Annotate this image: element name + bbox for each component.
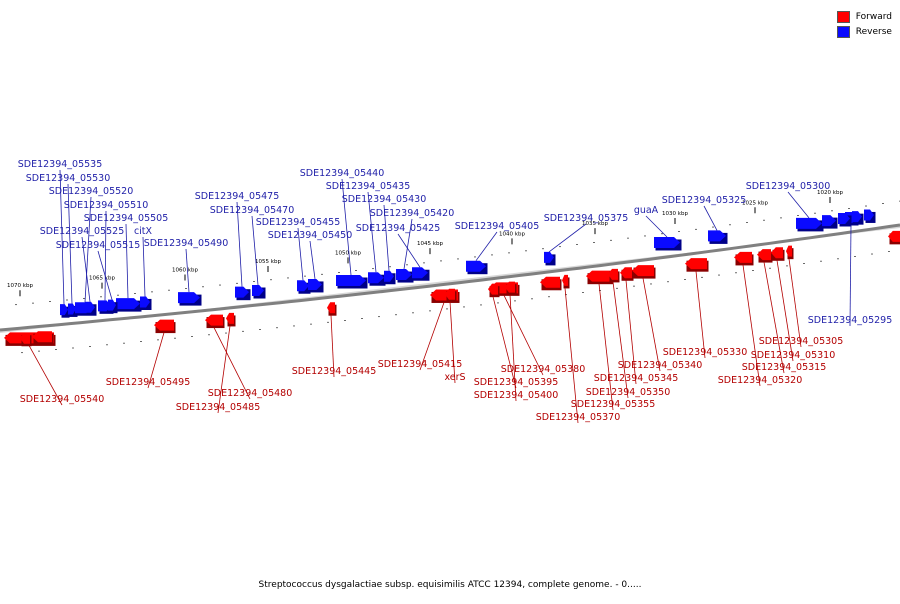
gene-label-leader	[788, 192, 809, 218]
reverse-gene-SDE12394_05440	[336, 275, 366, 286]
gene-label-leader	[646, 216, 667, 237]
reverse-gene-label: SDE12394_05420	[370, 208, 455, 219]
forward-gene-label: SDE12394_05540	[20, 394, 105, 405]
reverse-gene-label: SDE12394_05435	[326, 181, 411, 192]
forward-gene-label: xerS	[444, 372, 465, 383]
gene-label-leader	[789, 259, 801, 347]
reverse-gene-label: SDE12394_05455	[256, 217, 341, 228]
reverse-gene-label: SDE12394_05295	[808, 315, 893, 326]
forward-gene-label: SDE12394_05350	[586, 387, 671, 398]
gene-label-leader	[310, 241, 315, 279]
scale-tick-label: 1055 kbp	[255, 259, 281, 265]
gene-label-leader	[696, 271, 705, 358]
reverse-gene-label: SDE12394_05490	[144, 238, 229, 249]
forward-gene-SDE12394_05305	[786, 246, 792, 257]
reverse-gene-label: citX	[134, 226, 153, 237]
forward-gene-label: SDE12394_05355	[571, 399, 656, 410]
reverse-gene-label: SDE12394_05530	[26, 173, 111, 184]
reverse-gene-label: SDE12394_05405	[455, 221, 540, 232]
forward-gene-label: SDE12394_05445	[292, 366, 377, 377]
genome-caption: Streptococcus dysgalactiae subsp. equisi…	[0, 580, 900, 590]
forward-gene-label: SDE12394_05345	[594, 373, 679, 384]
scale-tick-label: 1050 kbp	[335, 250, 361, 256]
reverse-gene-label: SDE12394_05440	[300, 168, 385, 179]
reverse-gene-label: SDE12394_05325	[662, 195, 747, 206]
gene-label-leader	[850, 225, 851, 326]
reverse-gene-label: SDE12394_05450	[268, 230, 353, 241]
forward-gene-label: SDE12394_05495	[106, 377, 191, 388]
forward-gene-label: SDE12394_05340	[618, 360, 703, 371]
forward-gene-SDE12394_05485	[226, 313, 234, 324]
gene-label-leader	[105, 211, 106, 300]
forward-gene-label: SDE12394_05395	[474, 377, 559, 388]
scale-tick-label: 1070 kbp	[7, 283, 33, 289]
gene-label-leader	[450, 302, 455, 383]
gene-label-leader	[476, 232, 497, 261]
forward-gene-label: SDE12394_05320	[718, 375, 803, 386]
reverse-gene-label: SDE12394_05475	[195, 191, 280, 202]
reverse-gene-label: SDE12394_05525	[40, 226, 125, 237]
gene-label-leader	[549, 224, 586, 252]
forward-gene-label: SDE12394_05305	[759, 336, 844, 347]
reverse-gene-label: SDE12394_05300	[746, 181, 831, 192]
legend-forward-label: Forward	[856, 12, 892, 22]
gene-label-leader	[126, 224, 128, 298]
scale-tick-label: 1030 kbp	[662, 211, 688, 217]
legend-forward: Forward	[837, 9, 892, 24]
legend-reverse-label: Reverse	[856, 27, 892, 37]
forward-gene-SDE12394_05445	[327, 302, 335, 313]
gene-label-leader	[704, 206, 717, 230]
reverse-gene-label: SDE12394_05430	[342, 194, 427, 205]
reverse-gene-label: SDE12394_05375	[544, 213, 629, 224]
gene-label-leader	[643, 278, 660, 371]
forward-gene-label: SDE12394_05310	[751, 350, 836, 361]
reverse-gene-label: SDE12394_05510	[64, 200, 149, 211]
forward-gene-SDE12394_05370	[562, 275, 568, 286]
reverse-gene-label: guaA	[634, 205, 659, 216]
reverse-swatch	[837, 26, 850, 38]
reverse-gene-label: SDE12394_05535	[18, 159, 103, 170]
scale-tick-label: 1060 kbp	[172, 267, 198, 273]
forward-gene-label: SDE12394_05315	[742, 362, 827, 373]
forward-gene-label: SDE12394_05400	[474, 390, 559, 401]
forward-gene-label: SDE12394_05415	[378, 359, 463, 370]
reverse-gene-label: SDE12394_05425	[356, 223, 441, 234]
forward-gene-label: SDE12394_05485	[176, 402, 261, 413]
forward-gene-label: SDE12394_05370	[536, 412, 621, 423]
reverse-gene-label: SDE12394_05520	[49, 186, 134, 197]
legend-reverse: Reverse	[837, 24, 892, 39]
reverse-gene-label: SDE12394_05505	[84, 213, 169, 224]
reverse-gene-label: SDE12394_05470	[210, 205, 295, 216]
scale-tick-label: 1040 kbp	[499, 231, 525, 237]
forward-swatch	[837, 11, 850, 23]
reverse-gene-label: SDE12394_05515	[56, 240, 141, 251]
forward-gene-label: SDE12394_05330	[663, 347, 748, 358]
scale-tick-label: 1065 kbp	[89, 276, 115, 282]
scale-tick-label: 1045 kbp	[417, 241, 443, 247]
legend: Forward Reverse	[837, 9, 892, 39]
